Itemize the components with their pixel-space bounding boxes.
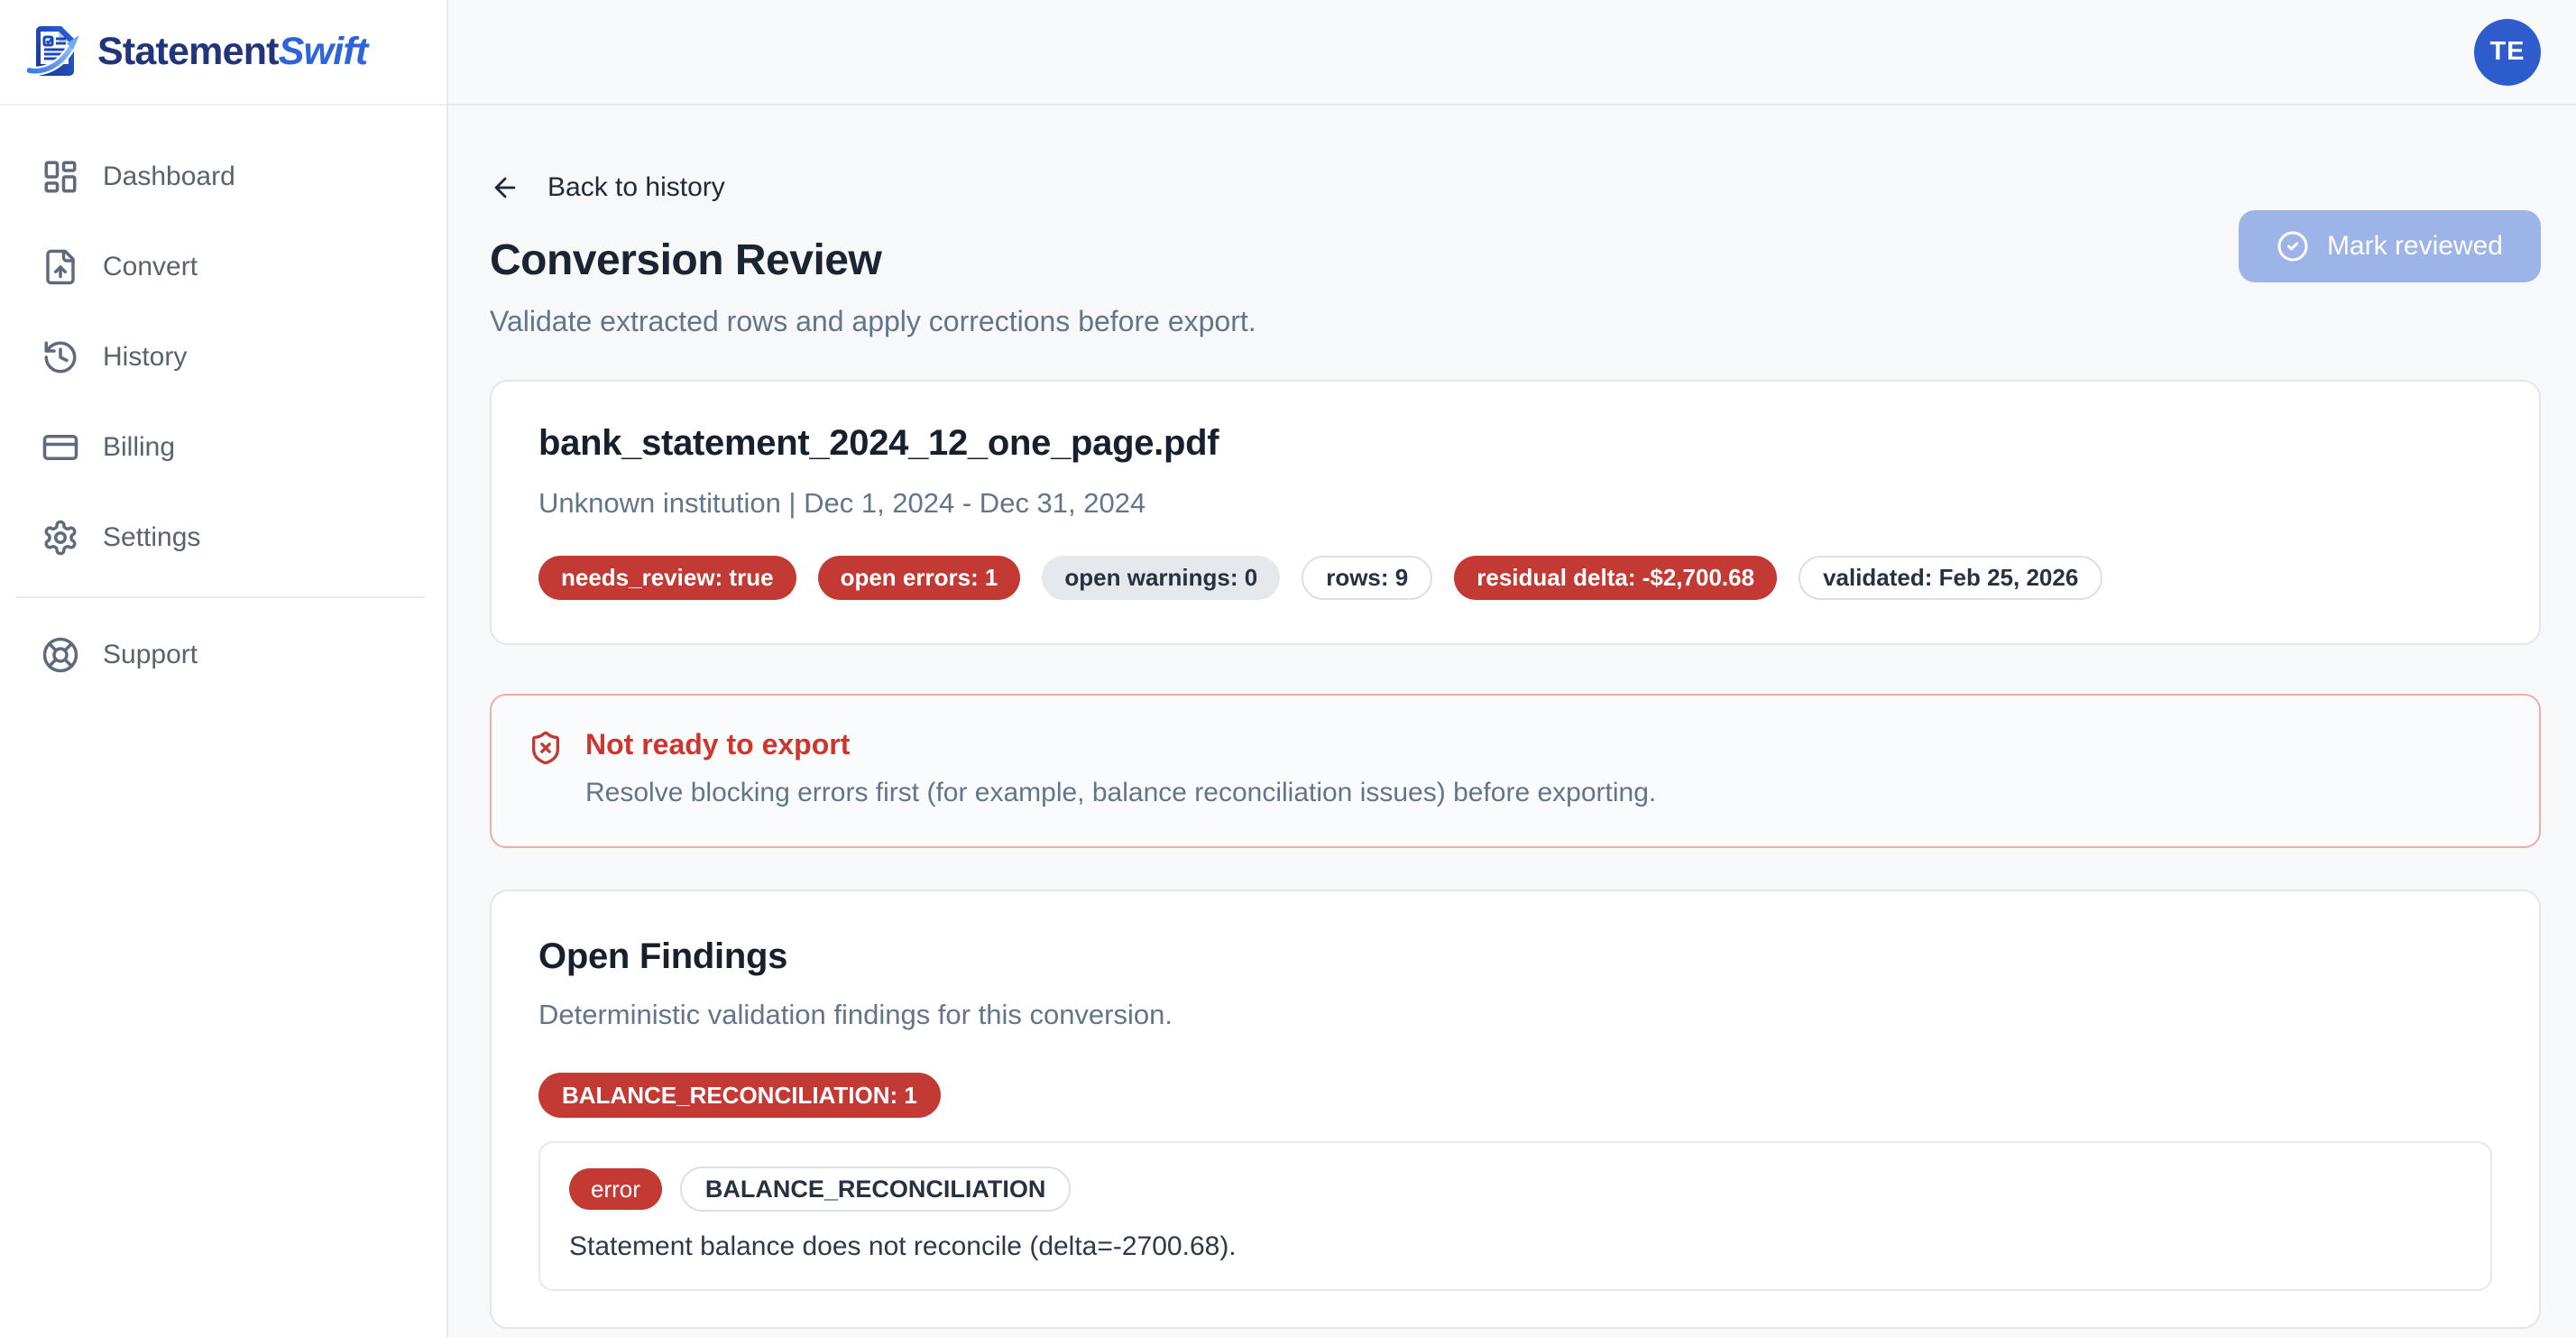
page-content: Back to history Conversion Review Valida… <box>448 106 2576 1329</box>
topbar: TE <box>448 0 2576 106</box>
sidebar-item-settings[interactable]: Settings <box>0 506 446 569</box>
findings-list: error BALANCE_RECONCILIATION Statement bal… <box>538 1141 2492 1291</box>
severity-badge: error <box>569 1168 662 1210</box>
file-badges-row: needs_review: true open errors: 1 open war… <box>538 556 2492 600</box>
file-upload-icon <box>46 249 75 285</box>
layout-dashboard-icon <box>44 161 77 193</box>
sidebar-item-label: Dashboard <box>103 161 235 191</box>
finding-pills: error BALANCE_RECONCILIATION <box>569 1166 2461 1212</box>
finding-code-badge: BALANCE_RECONCILIATION <box>679 1166 1072 1212</box>
mark-reviewed-button[interactable]: Mark reviewed <box>2238 210 2541 282</box>
findings-summary-row: BALANCE_RECONCILIATION: 1 <box>538 1073 2492 1118</box>
shield-x-icon <box>528 728 564 808</box>
status-badge: open warnings: 0 <box>1042 556 1281 600</box>
alert-message: Resolve blocking errors first (for examp… <box>585 778 1657 807</box>
status-badge: open errors: 1 <box>817 556 1021 600</box>
gear-icon <box>44 520 77 556</box>
avatar[interactable]: TE <box>2474 18 2541 86</box>
sidebar-item-history[interactable]: History <box>0 326 446 389</box>
findings-summary-badge: BALANCE_RECONCILIATION: 1 <box>538 1073 941 1118</box>
brand-logo[interactable]: StatementSwift <box>0 0 446 106</box>
page-title: Conversion Review <box>490 236 882 284</box>
sidebar-item-label: Support <box>103 640 198 669</box>
sidebar-item-label: History <box>103 342 188 372</box>
brand-name: StatementSwift <box>97 30 368 73</box>
sidebar: StatementSwift Dashboard Convert History <box>0 0 448 1337</box>
arrow-left-icon <box>494 177 516 198</box>
alert-text: Not ready to export Resolve blocking err… <box>585 728 1656 808</box>
file-summary-card: bank_statement_2024_12_one_page.pdf Unkn… <box>490 380 2541 645</box>
sidebar-item-convert[interactable]: Convert <box>0 235 446 299</box>
sidebar-item-label: Settings <box>103 522 201 552</box>
main-column: TE Back to history Conversion Review Val… <box>448 0 2576 1337</box>
export-blocked-alert: Not ready to export Resolve blocking err… <box>490 694 2541 848</box>
findings-title: Open Findings <box>538 936 788 976</box>
alert-title: Not ready to export <box>585 728 851 761</box>
sidebar-item-support[interactable]: Support <box>0 623 446 687</box>
credit-card-icon <box>42 435 78 460</box>
status-badge: needs_review: true <box>538 556 796 600</box>
file-meta: Unknown institution | Dec 1, 2024 - Dec … <box>538 487 1146 519</box>
page-header-text: Conversion Review Validate extracted row… <box>490 235 1256 338</box>
history-clock-icon <box>44 341 77 373</box>
status-badge: validated: Feb 25, 2026 <box>1799 556 2103 600</box>
circle-check-icon <box>2277 231 2308 262</box>
file-name: bank_statement_2024_12_one_page.pdf <box>538 423 1219 463</box>
page-header: Conversion Review Validate extracted row… <box>490 210 2541 338</box>
back-label: Back to history <box>547 172 725 202</box>
finding-message: Statement balance does not reconcile (de… <box>569 1231 1237 1261</box>
status-badge: rows: 9 <box>1302 556 1433 600</box>
page-subtitle: Validate extracted rows and apply correc… <box>490 305 1256 337</box>
sidebar-item-billing[interactable]: Billing <box>0 416 446 479</box>
sidebar-nav: Dashboard Convert History Billing <box>0 106 446 714</box>
finding-item: error BALANCE_RECONCILIATION Statement bal… <box>538 1141 2492 1291</box>
sidebar-item-label: Billing <box>103 432 176 462</box>
mark-reviewed-label: Mark reviewed <box>2326 231 2503 261</box>
findings-subtitle: Deterministic validation findings for th… <box>538 999 1173 1030</box>
status-badge: residual delta: -$2,700.68 <box>1454 556 1778 600</box>
sidebar-divider <box>16 596 425 598</box>
life-buoy-icon <box>42 637 78 673</box>
back-button[interactable]: Back to history <box>490 172 725 203</box>
open-findings-card: Open Findings Deterministic validation f… <box>490 890 2541 1329</box>
sidebar-item-dashboard[interactable]: Dashboard <box>0 145 446 208</box>
document-arrow-logo-icon <box>27 25 79 76</box>
sidebar-item-label: Convert <box>103 252 198 281</box>
